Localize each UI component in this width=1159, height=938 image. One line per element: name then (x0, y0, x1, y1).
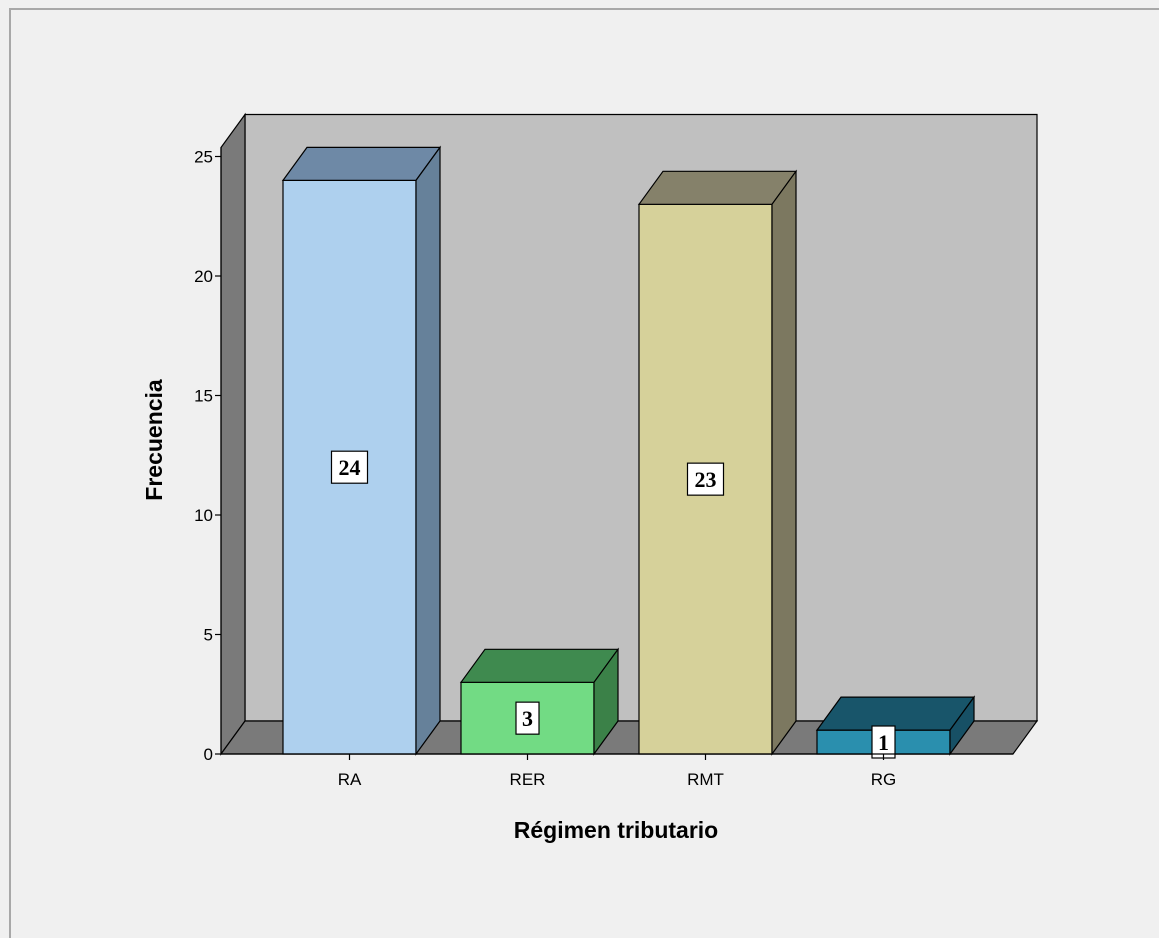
bar-side (593, 647, 619, 756)
x-tick-label: RMT (687, 770, 724, 789)
bar-top (281, 146, 442, 181)
bars: 24 3 23 1 (281, 145, 976, 759)
y-axis: 0 5 10 15 20 25 (194, 147, 222, 764)
bar-top (637, 170, 798, 205)
data-label-box (330, 450, 369, 484)
bar-side (771, 169, 797, 756)
bar-RMT: 23 (637, 169, 798, 756)
side-wall (220, 112, 246, 756)
y-axis-title: Frecuencia (141, 379, 167, 501)
data-label-box (515, 701, 540, 735)
x-tick-label: RG (871, 770, 897, 789)
bar-side (415, 145, 441, 756)
data-label-box (686, 462, 725, 496)
x-tick-label: RA (338, 770, 362, 789)
bar-top (459, 648, 620, 683)
data-label: 24 (339, 455, 361, 480)
y-tick-label: 15 (194, 387, 213, 406)
x-axis: RA RER RMT RG (221, 753, 1013, 789)
bar-RA: 24 (281, 145, 442, 756)
bar-RER: 3 (459, 647, 620, 756)
data-label: 1 (878, 730, 889, 755)
x-tick-label: RER (510, 770, 546, 789)
x-axis-title: Régimen tributario (514, 817, 718, 843)
y-tick-label: 25 (194, 148, 213, 167)
data-label: 23 (695, 467, 717, 492)
y-tick-label: 10 (194, 506, 213, 525)
y-tick-label: 20 (194, 267, 213, 286)
bar-RG: 1 (815, 695, 976, 759)
bar-top (815, 696, 976, 731)
bar-side (949, 695, 975, 756)
chart-frame (9, 8, 1159, 938)
data-label: 3 (522, 706, 533, 731)
y-tick-label: 5 (204, 626, 213, 645)
y-tick-label: 0 (204, 745, 213, 764)
